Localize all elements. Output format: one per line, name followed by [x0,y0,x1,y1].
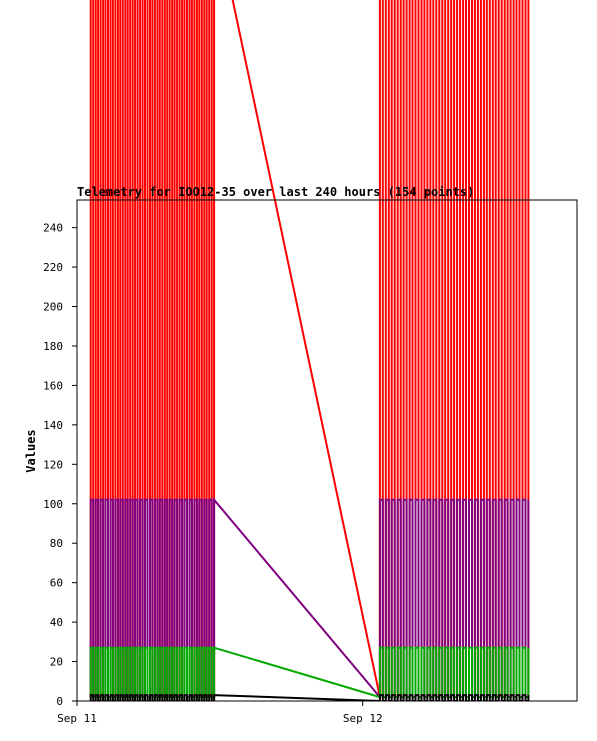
y-tick-label: 80 [50,537,63,550]
chart-title: Telemetry for IOO12-35 over last 240 hou… [77,185,474,199]
series-line-4 [89,694,530,701]
y-tick-label: 160 [43,379,63,392]
y-tick-label: 40 [50,616,63,629]
y-tick-label: 20 [50,656,63,669]
y-tick-label: 120 [43,458,63,471]
y-tick-label: 200 [43,301,63,314]
y-tick-label: 60 [50,577,63,590]
x-tick-label: Sep 11 [57,712,97,725]
y-tick-label: 0 [56,695,63,708]
y-axis-title: Values [24,429,38,472]
x-tick-label: Sep 12 [343,712,383,725]
y-tick-label: 220 [43,261,63,274]
y-tick-label: 240 [43,222,63,235]
plot-frame [76,199,578,702]
y-axis: 0 20 40 60 80 100 120 140 160 180 200 220 240 [43,222,77,708]
y-tick-label: 180 [43,340,63,353]
x-axis: Sep 11 Sep 12 [57,701,383,725]
y-tick-label: 140 [43,419,63,432]
y-tick-label: 100 [43,498,63,511]
series-layer [89,0,530,701]
series-line-3 [89,646,530,699]
